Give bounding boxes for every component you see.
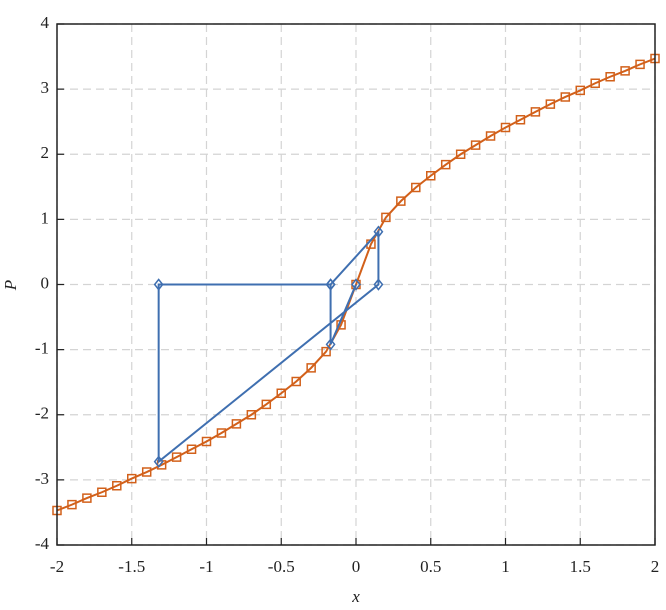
marker bbox=[82, 493, 92, 503]
x-tick-label: 0.5 bbox=[420, 557, 441, 576]
marker bbox=[325, 338, 336, 351]
series-line bbox=[157, 229, 380, 464]
marker bbox=[485, 131, 496, 141]
marker bbox=[325, 278, 336, 291]
marker bbox=[246, 410, 257, 420]
x-tick-label: -2 bbox=[50, 557, 64, 576]
marker bbox=[112, 480, 122, 491]
y-tick-label: 1 bbox=[41, 208, 50, 227]
marker bbox=[440, 159, 451, 170]
marker bbox=[67, 499, 77, 510]
marker bbox=[396, 196, 406, 206]
x-tick-label: 1 bbox=[501, 557, 510, 576]
marker bbox=[336, 320, 346, 330]
y-tick-label: 2 bbox=[41, 143, 50, 162]
marker bbox=[186, 444, 197, 455]
marker bbox=[291, 376, 301, 387]
marker bbox=[153, 278, 164, 291]
marker bbox=[276, 388, 286, 399]
y-tick-label: -1 bbox=[35, 339, 49, 358]
marker bbox=[141, 467, 152, 477]
y-tick-label: 4 bbox=[41, 13, 50, 32]
y-tick-label: 3 bbox=[41, 78, 50, 97]
marker bbox=[381, 212, 391, 223]
x-axis-label: x bbox=[351, 587, 360, 606]
marker bbox=[373, 225, 384, 238]
x-tick-label: 1.5 bbox=[570, 557, 591, 576]
marker bbox=[321, 346, 331, 357]
marker bbox=[231, 419, 242, 429]
marker bbox=[650, 53, 660, 64]
y-axis-label: P bbox=[1, 280, 20, 291]
marker bbox=[373, 278, 384, 291]
marker bbox=[545, 99, 556, 109]
x-tick-label: 2 bbox=[651, 557, 660, 576]
marker bbox=[216, 428, 227, 438]
marker bbox=[153, 455, 164, 468]
marker bbox=[605, 72, 615, 82]
marker bbox=[97, 487, 107, 497]
marker bbox=[127, 473, 137, 484]
x-tick-label: -1.5 bbox=[118, 557, 145, 576]
marker bbox=[530, 107, 541, 117]
plot bbox=[52, 53, 660, 516]
marker bbox=[620, 66, 630, 76]
marker bbox=[261, 399, 272, 410]
marker bbox=[590, 78, 600, 89]
marker bbox=[515, 114, 526, 125]
marker bbox=[635, 59, 645, 70]
marker bbox=[470, 140, 481, 150]
x-tick-label: -1 bbox=[199, 557, 213, 576]
marker bbox=[455, 149, 466, 159]
marker bbox=[500, 122, 511, 133]
marker bbox=[426, 170, 436, 181]
y-tick-label: -2 bbox=[35, 404, 49, 423]
marker bbox=[201, 436, 212, 447]
marker bbox=[52, 505, 62, 516]
y-tick-label: -3 bbox=[35, 469, 49, 488]
marker bbox=[575, 85, 585, 96]
x-tick-label: 0 bbox=[352, 557, 361, 576]
marker bbox=[306, 363, 316, 373]
y-tick-label: 0 bbox=[41, 273, 50, 292]
marker bbox=[351, 278, 361, 291]
x-tick-label: -0.5 bbox=[268, 557, 295, 576]
marker bbox=[171, 452, 182, 462]
marker bbox=[411, 182, 421, 193]
marker bbox=[560, 92, 571, 102]
y-tick-label: -4 bbox=[35, 534, 50, 553]
